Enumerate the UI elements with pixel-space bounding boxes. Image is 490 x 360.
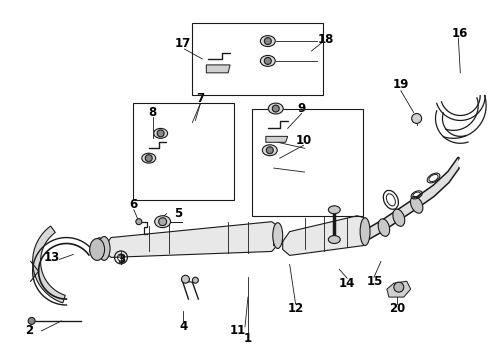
- Circle shape: [136, 219, 142, 225]
- Ellipse shape: [328, 235, 340, 243]
- Ellipse shape: [90, 239, 104, 260]
- Ellipse shape: [260, 55, 275, 66]
- Text: 11: 11: [230, 324, 246, 337]
- Circle shape: [272, 105, 279, 112]
- Ellipse shape: [260, 36, 275, 46]
- Polygon shape: [387, 281, 411, 297]
- Polygon shape: [273, 228, 280, 246]
- Polygon shape: [266, 136, 288, 142]
- Ellipse shape: [269, 103, 283, 114]
- Ellipse shape: [273, 223, 283, 248]
- Polygon shape: [89, 238, 106, 257]
- Text: 12: 12: [288, 302, 304, 315]
- Text: 1: 1: [244, 332, 252, 345]
- Text: 19: 19: [392, 78, 409, 91]
- Text: 18: 18: [317, 33, 334, 46]
- Bar: [133, 103, 234, 200]
- Ellipse shape: [262, 145, 277, 156]
- Circle shape: [267, 147, 273, 154]
- Circle shape: [145, 155, 152, 162]
- Text: 15: 15: [367, 275, 383, 288]
- Text: 7: 7: [196, 92, 204, 105]
- Bar: [193, 23, 323, 95]
- Circle shape: [412, 113, 421, 123]
- Polygon shape: [104, 222, 280, 257]
- Text: 3: 3: [117, 253, 125, 266]
- Circle shape: [28, 318, 35, 324]
- Circle shape: [157, 130, 164, 137]
- Ellipse shape: [155, 216, 171, 228]
- Ellipse shape: [360, 218, 370, 246]
- Polygon shape: [33, 226, 65, 303]
- Circle shape: [264, 58, 271, 64]
- Text: 20: 20: [389, 302, 405, 315]
- Polygon shape: [283, 216, 367, 255]
- Text: 10: 10: [295, 134, 312, 147]
- Polygon shape: [206, 65, 230, 73]
- Ellipse shape: [378, 219, 390, 237]
- Text: 2: 2: [25, 324, 34, 337]
- Text: 17: 17: [174, 37, 191, 50]
- Text: 8: 8: [148, 106, 157, 119]
- Text: 16: 16: [452, 27, 468, 40]
- Polygon shape: [367, 158, 458, 239]
- Circle shape: [159, 218, 167, 226]
- Text: 6: 6: [130, 198, 138, 211]
- Ellipse shape: [154, 129, 168, 138]
- Text: 13: 13: [44, 251, 60, 264]
- Bar: [252, 109, 363, 216]
- Ellipse shape: [411, 197, 423, 213]
- Ellipse shape: [393, 209, 405, 226]
- Text: 4: 4: [179, 320, 188, 333]
- Ellipse shape: [98, 237, 110, 260]
- Circle shape: [181, 275, 190, 283]
- Text: 9: 9: [297, 102, 306, 115]
- Text: 5: 5: [174, 207, 183, 220]
- Polygon shape: [94, 242, 109, 255]
- Ellipse shape: [328, 206, 340, 214]
- Ellipse shape: [142, 153, 156, 163]
- Circle shape: [193, 277, 198, 283]
- Text: 14: 14: [339, 277, 355, 290]
- Circle shape: [394, 282, 404, 292]
- Circle shape: [264, 37, 271, 45]
